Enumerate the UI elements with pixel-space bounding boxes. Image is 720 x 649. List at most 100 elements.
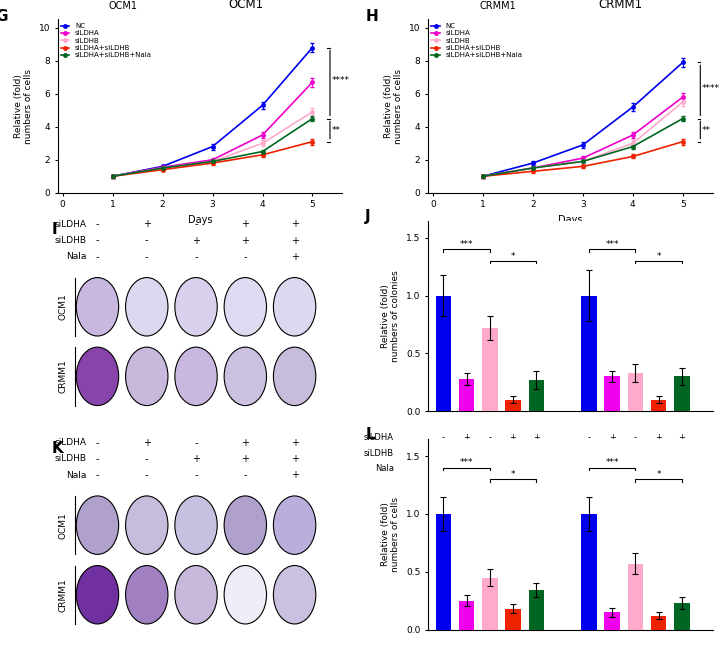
Legend: NC, siLDHA, siLDHB, siLDHA+siLDHB, siLDHA+siLDHB+Nala: NC, siLDHA, siLDHB, siLDHA+siLDHB, siLDH… xyxy=(61,23,152,58)
Text: ***: *** xyxy=(606,458,619,467)
Text: -: - xyxy=(145,252,148,262)
Ellipse shape xyxy=(76,496,119,554)
Text: ****: **** xyxy=(702,84,720,93)
Text: siLDHA: siLDHA xyxy=(54,438,86,447)
Bar xyxy=(505,609,521,630)
Text: +: + xyxy=(510,434,516,443)
Ellipse shape xyxy=(224,278,266,336)
Text: siLDHB: siLDHB xyxy=(364,448,394,458)
Ellipse shape xyxy=(224,565,266,624)
Text: -: - xyxy=(634,464,637,473)
Ellipse shape xyxy=(224,347,266,406)
Text: Nala: Nala xyxy=(374,464,394,473)
Text: -: - xyxy=(611,464,613,473)
Ellipse shape xyxy=(175,496,217,554)
Bar xyxy=(628,564,643,630)
Text: -: - xyxy=(611,448,613,458)
Y-axis label: Relative (fold)
numbers of colonies: Relative (fold) numbers of colonies xyxy=(381,270,400,361)
Bar xyxy=(459,379,474,411)
Text: -: - xyxy=(145,470,148,480)
Bar xyxy=(436,295,451,411)
Bar xyxy=(528,380,544,411)
Text: +: + xyxy=(533,464,540,473)
Text: -: - xyxy=(96,470,99,480)
Text: **: ** xyxy=(702,125,711,134)
Text: -: - xyxy=(243,470,247,480)
Text: +: + xyxy=(192,454,200,464)
Ellipse shape xyxy=(125,496,168,554)
Text: +: + xyxy=(678,464,685,473)
Bar xyxy=(674,603,690,630)
Text: OCM1: OCM1 xyxy=(59,293,68,320)
Text: +: + xyxy=(655,448,662,458)
Text: ***: *** xyxy=(460,458,473,467)
Ellipse shape xyxy=(274,278,316,336)
Text: -: - xyxy=(96,454,99,464)
Text: Nala: Nala xyxy=(66,252,86,262)
Text: -: - xyxy=(194,470,198,480)
Text: J: J xyxy=(365,209,371,224)
Bar xyxy=(505,400,521,411)
Text: +: + xyxy=(655,434,662,443)
Text: +: + xyxy=(463,434,470,443)
Text: -: - xyxy=(194,437,198,448)
X-axis label: Days: Days xyxy=(558,215,582,225)
Bar xyxy=(604,376,620,411)
Text: OCM1: OCM1 xyxy=(228,0,264,11)
Text: CRMM1: CRMM1 xyxy=(59,578,68,611)
Text: +: + xyxy=(291,252,299,262)
Text: +: + xyxy=(241,219,249,229)
Text: G: G xyxy=(0,9,7,24)
Text: -: - xyxy=(194,252,198,262)
Text: I: I xyxy=(52,223,58,238)
Bar xyxy=(604,612,620,630)
Text: OCM1: OCM1 xyxy=(109,1,138,11)
Text: +: + xyxy=(291,470,299,480)
Ellipse shape xyxy=(274,347,316,406)
Ellipse shape xyxy=(274,496,316,554)
Text: CRMM1: CRMM1 xyxy=(480,1,516,11)
Text: -: - xyxy=(145,236,148,245)
Text: ***: *** xyxy=(606,240,619,249)
Text: OCM1: OCM1 xyxy=(475,488,504,498)
Text: +: + xyxy=(533,434,540,443)
Ellipse shape xyxy=(125,565,168,624)
Text: +: + xyxy=(533,448,540,458)
Text: +: + xyxy=(241,454,249,464)
Bar xyxy=(482,328,498,411)
Text: CRMM1: CRMM1 xyxy=(59,360,68,393)
Text: +: + xyxy=(510,448,516,458)
Text: -: - xyxy=(657,464,660,473)
Bar xyxy=(482,578,498,630)
Text: Nala: Nala xyxy=(66,471,86,480)
Text: -: - xyxy=(588,464,590,473)
Bar xyxy=(651,400,666,411)
Ellipse shape xyxy=(224,496,266,554)
Text: +: + xyxy=(143,219,150,229)
Text: siLDHB: siLDHB xyxy=(54,454,86,463)
Text: -: - xyxy=(465,448,468,458)
Text: -: - xyxy=(96,437,99,448)
Text: *: * xyxy=(510,252,516,261)
Text: *: * xyxy=(657,252,661,261)
Text: K: K xyxy=(52,441,63,456)
Text: -: - xyxy=(634,434,637,443)
Text: OCM1: OCM1 xyxy=(59,512,68,539)
Text: H: H xyxy=(365,9,378,24)
Text: -: - xyxy=(488,464,491,473)
Y-axis label: Relative (fold)
numbers of cells: Relative (fold) numbers of cells xyxy=(384,69,403,143)
Bar xyxy=(459,600,474,630)
Text: L: L xyxy=(365,428,375,443)
Text: *: * xyxy=(657,470,661,479)
Text: +: + xyxy=(143,437,150,448)
Text: +: + xyxy=(241,437,249,448)
Bar xyxy=(651,616,666,630)
Text: +: + xyxy=(678,434,685,443)
Y-axis label: Relative (fold)
numbers of cells: Relative (fold) numbers of cells xyxy=(14,69,33,143)
Text: +: + xyxy=(291,437,299,448)
Bar xyxy=(581,295,597,411)
Text: siLDHB: siLDHB xyxy=(54,236,86,245)
Text: ***: *** xyxy=(460,240,473,249)
Text: **: ** xyxy=(331,125,341,134)
Text: -: - xyxy=(96,252,99,262)
